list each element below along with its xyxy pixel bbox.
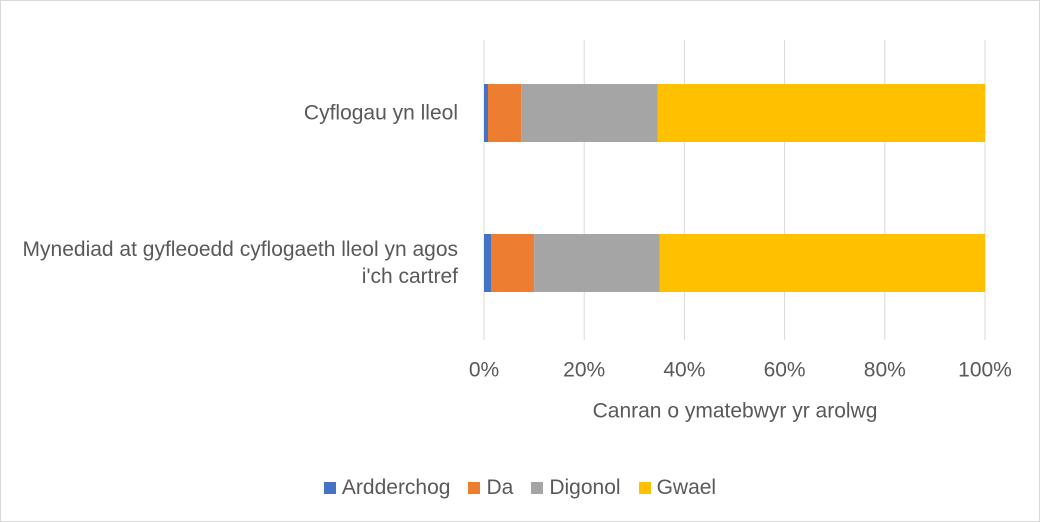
y-tick-label: Cyflogau yn lleol (303, 101, 458, 125)
bar-segment (657, 84, 985, 142)
bar-segment (491, 234, 535, 292)
y-tick-label: Mynediad at gyfleoedd cyflogaeth lleol y… (22, 238, 458, 288)
legend-item: Da (468, 476, 513, 500)
bar-segment (484, 234, 492, 292)
legend-item: Digonol (531, 476, 621, 500)
legend-swatch (531, 482, 544, 494)
x-axis-title: Canran o ymatebwyr yr arolwg (593, 400, 878, 423)
bar-segment (521, 84, 658, 142)
legend-swatch (468, 482, 481, 494)
x-tick-label: 0% (469, 359, 499, 382)
legend-label: Gwael (656, 476, 717, 499)
bar-segment (534, 234, 660, 292)
legend-item: Ardderchog (323, 476, 451, 500)
x-tick-label: 40% (663, 359, 705, 382)
legend-label: Digonol (549, 476, 621, 499)
bar-segment (659, 234, 985, 292)
legend-label: Da (486, 476, 514, 499)
x-tick-label: 100% (958, 359, 1012, 382)
bar-segment (488, 84, 522, 142)
bar-segment (484, 84, 489, 142)
legend: Ardderchog Da Digonol Gwael (0, 476, 1040, 500)
legend-swatch (323, 482, 336, 494)
legend-swatch (638, 482, 651, 494)
x-tick-label: 80% (864, 359, 906, 382)
x-tick-label: 60% (764, 359, 806, 382)
legend-item: Gwael (638, 476, 717, 500)
legend-label: Ardderchog (341, 476, 451, 499)
x-tick-label: 20% (563, 359, 605, 382)
